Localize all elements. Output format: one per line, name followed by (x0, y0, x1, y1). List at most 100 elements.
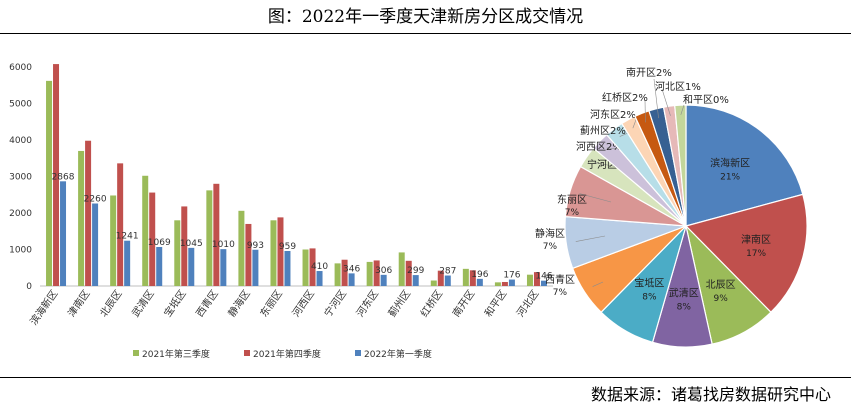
bar (366, 261, 373, 286)
bar (302, 249, 309, 286)
data-label: 1010 (212, 240, 235, 250)
bar (213, 183, 220, 286)
data-label: 306 (375, 266, 392, 276)
bar (462, 268, 469, 286)
pie-label: 蓟州区2% (580, 124, 626, 137)
bar (476, 278, 483, 286)
bar (533, 272, 540, 286)
y-tick-label: 5000 (9, 100, 32, 110)
bar (341, 259, 348, 286)
pie-chart: 滨海新区21%津南区17%北辰区9%武清区8%宝坻区8%西青区7%静海区7%东丽… (535, 66, 808, 348)
bar (92, 203, 99, 286)
bar (46, 80, 53, 287)
pie-percent: 7% (553, 288, 568, 298)
bar (380, 274, 387, 286)
leader-line (579, 193, 612, 203)
bar (181, 206, 188, 286)
y-tick-label: 3000 (9, 173, 32, 183)
pie-label: 南开区2% (626, 66, 672, 79)
pie-slice (674, 104, 687, 227)
pie-label: 东丽区 (557, 193, 587, 206)
bar (526, 274, 533, 286)
bar (188, 247, 195, 286)
y-tick-label: 0 (26, 282, 32, 292)
legend-label: 2021年第四季度 (253, 348, 321, 360)
data-label: 146 (535, 272, 552, 282)
bar (124, 240, 131, 286)
data-label: 1241 (116, 232, 139, 242)
legend-swatch (355, 350, 361, 356)
bar (540, 280, 547, 286)
pie-label: 武清区 (669, 287, 699, 300)
bar (309, 248, 316, 286)
data-label: 346 (343, 264, 360, 274)
bar (398, 252, 405, 286)
pie-label: 红桥区2% (602, 91, 648, 104)
bar (430, 280, 437, 286)
data-label: 287 (439, 267, 456, 277)
bar (174, 220, 181, 286)
pie-label: 宝坻区 (634, 277, 664, 290)
bar (220, 249, 227, 286)
bar (142, 175, 149, 286)
leader-line (594, 162, 619, 168)
bar (156, 246, 163, 286)
legend-swatch (244, 350, 250, 356)
leader-line (680, 104, 685, 115)
bar (469, 270, 476, 286)
bar (245, 223, 252, 286)
bar (334, 263, 341, 286)
data-label: 299 (407, 266, 424, 276)
bar (373, 260, 380, 286)
data-label: 1045 (180, 239, 203, 249)
data-label: 2868 (52, 172, 75, 182)
leader-line (619, 132, 629, 137)
leader-line (653, 78, 659, 119)
pie-label: 静海区 (535, 227, 565, 240)
bar (252, 249, 259, 286)
pie-label: 北辰区 (706, 279, 736, 291)
bar (284, 250, 291, 286)
pie-percent: 8% (642, 293, 657, 303)
data-label: 1069 (148, 238, 171, 248)
pie-label: 河东区2% (590, 108, 636, 121)
pie-percent: 8% (677, 303, 692, 313)
bar (508, 279, 515, 286)
title-rule (0, 33, 851, 34)
pie-label: 滨海新区 (710, 156, 750, 169)
page-title: 图：2022年一季度天津新房分区成交情况 (267, 7, 584, 27)
bar (412, 275, 419, 286)
pie-slice (684, 193, 808, 314)
bar (85, 140, 92, 286)
source-rule (0, 377, 851, 378)
bar (494, 282, 501, 286)
bar (238, 210, 245, 286)
legend-label: 2021年第三季度 (142, 348, 210, 360)
legend-label: 2022年第一季度 (364, 348, 432, 360)
bar (444, 275, 451, 286)
data-label: 176 (503, 271, 520, 281)
bar (270, 220, 277, 286)
bar-chart: 01000200030004000500060002868滨海新区2260津南区… (9, 63, 553, 360)
pie-label: 和平区0% (683, 94, 729, 106)
data-source: 数据来源：诸葛找房数据研究中心 (590, 385, 831, 404)
bar (110, 195, 117, 286)
pie-slice (685, 104, 804, 227)
data-label: 959 (279, 242, 296, 252)
pie-label: 河北区1% (655, 81, 701, 93)
pie-percent: 9% (714, 294, 729, 304)
legend-swatch (133, 350, 139, 356)
bar (117, 163, 124, 286)
bar (437, 270, 444, 286)
bar (316, 271, 323, 286)
pie-label: 河西区2% (576, 141, 622, 153)
data-label: 196 (471, 270, 488, 280)
y-tick-label: 4000 (9, 136, 32, 146)
bar (60, 181, 67, 286)
pie-percent: 7% (543, 242, 558, 252)
bar (405, 260, 412, 286)
data-label: 2260 (84, 195, 107, 205)
leader-line (575, 235, 606, 242)
bar (501, 281, 508, 286)
y-tick-label: 2000 (9, 209, 32, 219)
